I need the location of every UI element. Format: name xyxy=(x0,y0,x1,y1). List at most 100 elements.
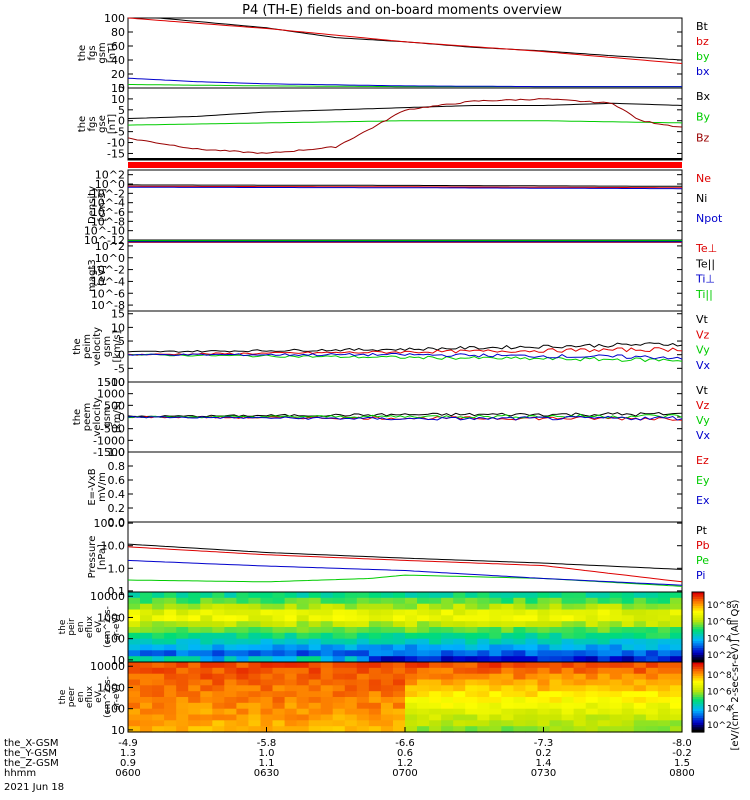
colorbar-cell xyxy=(692,701,704,705)
spectro-cell xyxy=(308,592,322,599)
spectro-cell xyxy=(356,679,370,686)
spectro-cell xyxy=(453,597,466,605)
spectro-cell xyxy=(332,726,346,733)
spectro-cell xyxy=(368,638,382,646)
spectro-cell xyxy=(368,627,382,634)
colorbar-tick-label: 10^4 xyxy=(707,704,732,714)
spectro-cell xyxy=(609,685,623,692)
spectro-cell xyxy=(513,632,526,640)
y-tick-label: 0 xyxy=(118,82,125,95)
spectro-cell xyxy=(393,679,406,686)
spectro-cell xyxy=(393,627,406,634)
spectro-cell xyxy=(272,597,286,605)
spectro-cell xyxy=(236,597,249,605)
spectro-cell xyxy=(525,679,538,686)
colorbar-cell xyxy=(692,725,704,728)
spectro-cell xyxy=(621,708,635,716)
spectro-cell xyxy=(453,627,466,634)
spectro-cell xyxy=(489,650,502,657)
spectro-cell xyxy=(320,691,334,698)
spectro-cell xyxy=(212,685,225,692)
spectro-cell xyxy=(212,632,225,640)
spectro-cell xyxy=(296,679,310,686)
panel-frame xyxy=(127,87,683,161)
y-tick-label: 10^-2 xyxy=(91,264,125,277)
spectro-cell xyxy=(549,720,563,727)
spectro-cell xyxy=(537,650,551,657)
colorbar-cell xyxy=(692,641,704,644)
spectro-cell xyxy=(176,592,189,599)
spectro-cell xyxy=(140,621,153,628)
colorbar-cell xyxy=(692,676,704,679)
y-axis-label: sr-eV) xyxy=(112,614,122,640)
spectro-cell xyxy=(356,632,370,640)
spectro-cell xyxy=(128,720,141,727)
spectro-cell xyxy=(272,615,286,622)
spectro-cell xyxy=(140,627,153,634)
spectro-cell xyxy=(489,702,502,710)
spectro-cell xyxy=(657,662,671,669)
y-axis-label: the xyxy=(72,338,83,354)
spectro-cell xyxy=(308,615,322,622)
spectro-cell xyxy=(549,632,563,640)
spectro-cell xyxy=(609,597,623,605)
spectro-cell xyxy=(585,714,599,721)
series-line-Npot xyxy=(128,186,682,190)
colorbar-cell xyxy=(692,636,704,640)
legend-Vx: Vx xyxy=(696,359,711,372)
spectro-cell xyxy=(248,726,261,733)
spectro-cell xyxy=(296,726,310,733)
spectro-cell xyxy=(621,714,635,721)
legend-Vx: Vx xyxy=(696,429,711,442)
spectro-cell xyxy=(332,702,346,710)
spectro-cell xyxy=(176,667,189,675)
spectro-cell xyxy=(549,627,563,634)
spectro-cell xyxy=(585,691,599,698)
spectro-cell xyxy=(344,685,358,692)
spectro-cell xyxy=(344,702,358,710)
spectro-cell xyxy=(188,667,201,675)
spectro-cell xyxy=(525,632,538,640)
spectro-cell xyxy=(453,720,466,727)
spectro-cell xyxy=(212,597,225,605)
spectro-cell xyxy=(417,702,430,710)
spectro-cell xyxy=(128,638,141,646)
spectro-cell xyxy=(272,673,286,681)
spectro-cell xyxy=(573,627,587,634)
spectro-cell xyxy=(140,667,153,675)
y-tick-label: 15 xyxy=(111,82,125,95)
spectro-cell xyxy=(380,644,394,651)
spectro-cell xyxy=(585,726,599,733)
spectro-cell xyxy=(224,714,237,721)
spectro-cell xyxy=(513,702,526,710)
spectro-cell xyxy=(417,609,430,616)
spectro-cell xyxy=(645,691,659,698)
spectro-cell xyxy=(356,650,370,657)
spectro-cell xyxy=(501,726,514,733)
spectro-cell xyxy=(609,691,623,698)
spectro-cell xyxy=(236,662,249,669)
spectro-cell xyxy=(296,609,310,616)
spectro-cell xyxy=(236,702,249,710)
colorbar-cell xyxy=(692,606,704,609)
spectro-cell xyxy=(441,702,454,710)
colorbar-cell xyxy=(692,624,704,628)
spectro-cell xyxy=(200,685,213,692)
spectro-cell xyxy=(513,691,526,698)
spectro-cell xyxy=(356,592,370,599)
colorbar-cell xyxy=(692,596,704,600)
spectro-cell xyxy=(405,714,418,721)
spectro-cell xyxy=(320,656,334,663)
spectro-cell xyxy=(152,638,165,646)
spectro-cell xyxy=(260,592,274,599)
spectro-cell xyxy=(152,702,165,710)
colorbar-cell xyxy=(692,617,704,621)
spectro-cell xyxy=(176,627,189,634)
spectro-cell xyxy=(561,720,575,727)
spectro-cell xyxy=(549,621,563,628)
spectro-cell xyxy=(393,708,406,716)
spectro-cell xyxy=(477,679,490,686)
spectro-cell xyxy=(561,597,575,605)
spectro-cell xyxy=(332,627,346,634)
